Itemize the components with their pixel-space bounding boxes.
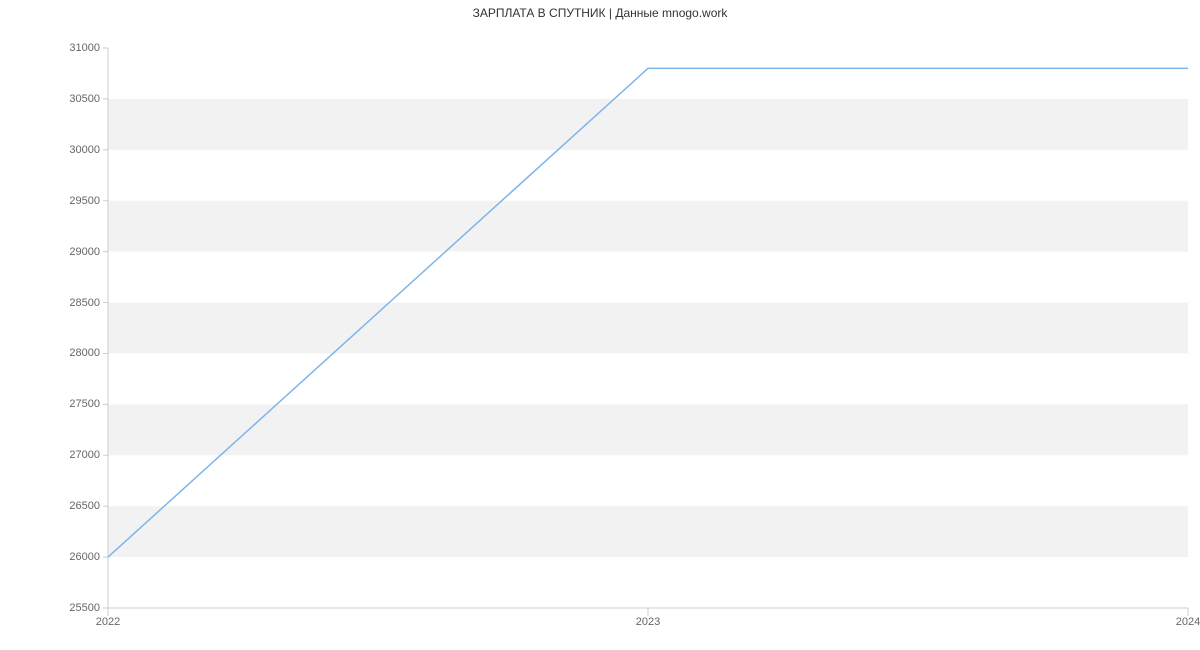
grid-band xyxy=(108,506,1188,557)
x-tick-label: 2024 xyxy=(1176,608,1200,628)
y-tick-label: 28500 xyxy=(69,297,108,309)
y-tick-label: 31000 xyxy=(69,42,108,54)
x-tick-label: 2022 xyxy=(96,608,120,628)
grid-band xyxy=(108,303,1188,354)
plot-area: 2550026000265002700027500280002850029000… xyxy=(108,48,1188,608)
grid-band xyxy=(108,201,1188,252)
y-tick-label: 30500 xyxy=(69,93,108,105)
grid-band xyxy=(108,99,1188,150)
y-tick-label: 26000 xyxy=(69,551,108,563)
chart-title: ЗАРПЛАТА В СПУТНИК | Данные mnogo.work xyxy=(0,6,1200,20)
y-tick-label: 28000 xyxy=(69,347,108,359)
y-tick-label: 30000 xyxy=(69,144,108,156)
y-tick-label: 29500 xyxy=(69,195,108,207)
grid-band xyxy=(108,404,1188,455)
salary-line-chart: ЗАРПЛАТА В СПУТНИК | Данные mnogo.work 2… xyxy=(0,0,1200,650)
y-tick-label: 29000 xyxy=(69,246,108,258)
y-tick-label: 27000 xyxy=(69,449,108,461)
chart-svg xyxy=(108,48,1188,608)
y-tick-label: 26500 xyxy=(69,500,108,512)
y-tick-label: 27500 xyxy=(69,398,108,410)
x-tick-label: 2023 xyxy=(636,608,660,628)
